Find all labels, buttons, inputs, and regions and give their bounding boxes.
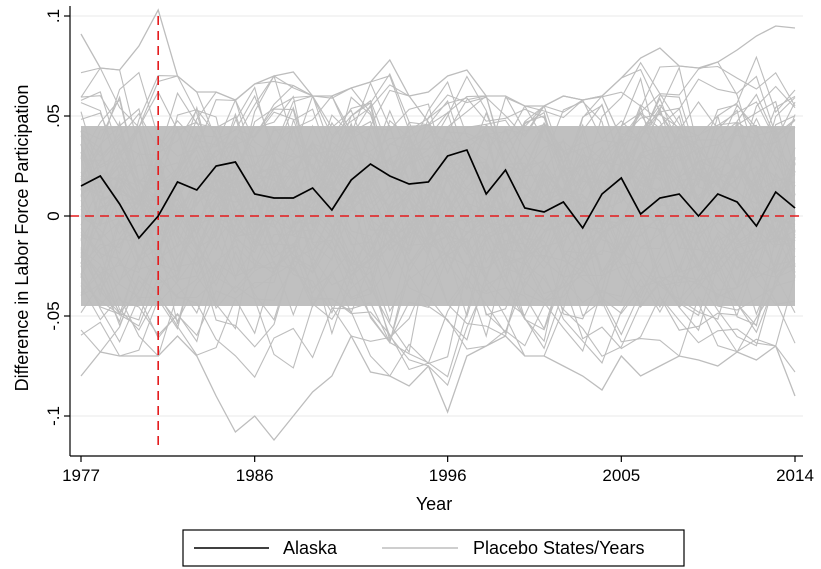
placebo-line [80, 140, 796, 275]
x-tick-label: 2005 [602, 466, 640, 485]
placebo-line [80, 165, 796, 343]
placebo-line [80, 163, 796, 337]
placebo-line [80, 139, 796, 279]
y-tick-label: .1 [44, 9, 63, 23]
y-tick-label: -.1 [44, 406, 63, 426]
placebo-line [80, 109, 796, 250]
placebo-upper-envelope [80, 8, 796, 107]
x-tick-label: 1977 [62, 466, 100, 485]
placebo-line [80, 176, 796, 357]
placebo-line [80, 190, 796, 344]
placebo-line [80, 67, 796, 233]
y-tick-label: .05 [44, 104, 63, 128]
placebo-line [80, 74, 796, 202]
placebo-line [80, 103, 796, 265]
placebo-line [80, 99, 796, 291]
axes: .1 .05 0 -.05 -.1 1977 1986 1996 2005 2014 [44, 6, 814, 485]
placebo-line [80, 201, 796, 379]
x-tick-label: 1996 [429, 466, 467, 485]
placebo-line [80, 125, 796, 327]
placebo-line [80, 139, 796, 298]
legend: Alaska Placebo States/Years [182, 529, 685, 567]
alaska-line [80, 148, 796, 240]
y-tick-label: -.05 [44, 301, 63, 330]
placebo-line [80, 186, 796, 337]
placebo-line [80, 66, 796, 237]
x-tick-label: 2014 [776, 466, 814, 485]
placebo-lower-envelope [80, 334, 796, 442]
x-tick-label: 1986 [236, 466, 274, 485]
placebo-line [80, 95, 796, 223]
placebo-line [80, 167, 796, 378]
placebo-line [80, 75, 796, 233]
placebo-line [80, 211, 796, 357]
placebo-line [80, 138, 796, 282]
alaska-series-group [80, 148, 796, 240]
legend-label-alaska: Alaska [283, 538, 338, 558]
placebo-line [80, 84, 796, 207]
placebo-line [80, 65, 796, 213]
placebo-line [80, 75, 796, 198]
reference-lines [70, 16, 803, 446]
placebo-line [80, 125, 796, 274]
x-axis-title: Year [416, 494, 452, 514]
placebo-line [80, 99, 796, 250]
y-tick-label: 0 [44, 211, 63, 220]
legend-label-placebo: Placebo States/Years [473, 538, 644, 558]
placebo-series [80, 8, 796, 442]
y-axis-title: Difference in Labor Force Participation [12, 85, 32, 392]
